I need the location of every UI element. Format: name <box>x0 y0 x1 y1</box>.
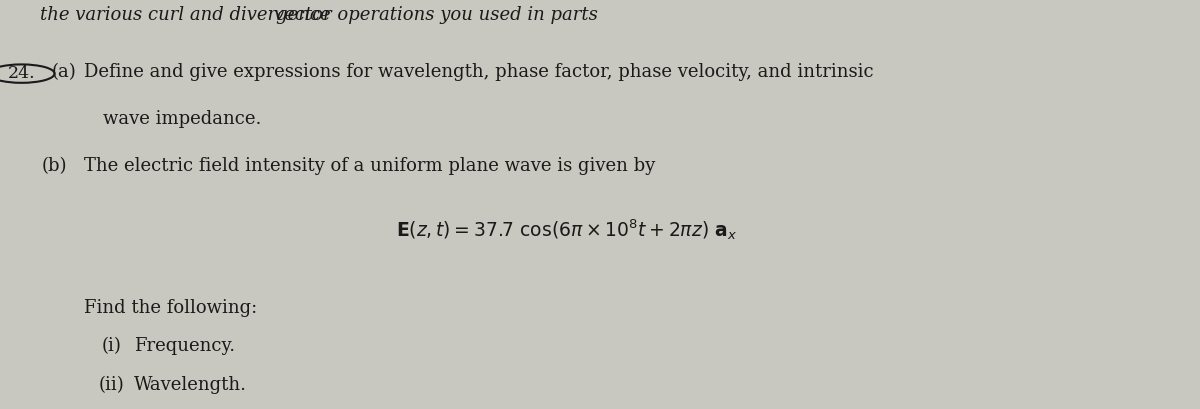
Text: (a): (a) <box>52 63 77 81</box>
Text: The electric field intensity of a uniform plane wave is given by: The electric field intensity of a unifor… <box>84 157 655 175</box>
Text: $\mathbf{E}(z,t) = 37.7\ \cos(6\pi \times 10^8 t + 2\pi z)\ \mathbf{a}_x$: $\mathbf{E}(z,t) = 37.7\ \cos(6\pi \time… <box>396 217 737 242</box>
Text: (i): (i) <box>102 337 122 355</box>
Text: wave impedance.: wave impedance. <box>103 110 262 128</box>
Text: Find the following:: Find the following: <box>84 299 257 317</box>
Text: Wavelength.: Wavelength. <box>134 376 247 394</box>
Text: Frequency.: Frequency. <box>134 337 235 355</box>
Text: the various curl and divergence: the various curl and divergence <box>40 6 336 24</box>
Text: vector operations you used in parts: vector operations you used in parts <box>274 6 598 24</box>
Text: (b): (b) <box>42 157 67 175</box>
Text: (ii): (ii) <box>98 376 124 394</box>
Text: Define and give expressions for wavelength, phase factor, phase velocity, and in: Define and give expressions for waveleng… <box>84 63 874 81</box>
Text: 24.: 24. <box>7 65 36 82</box>
